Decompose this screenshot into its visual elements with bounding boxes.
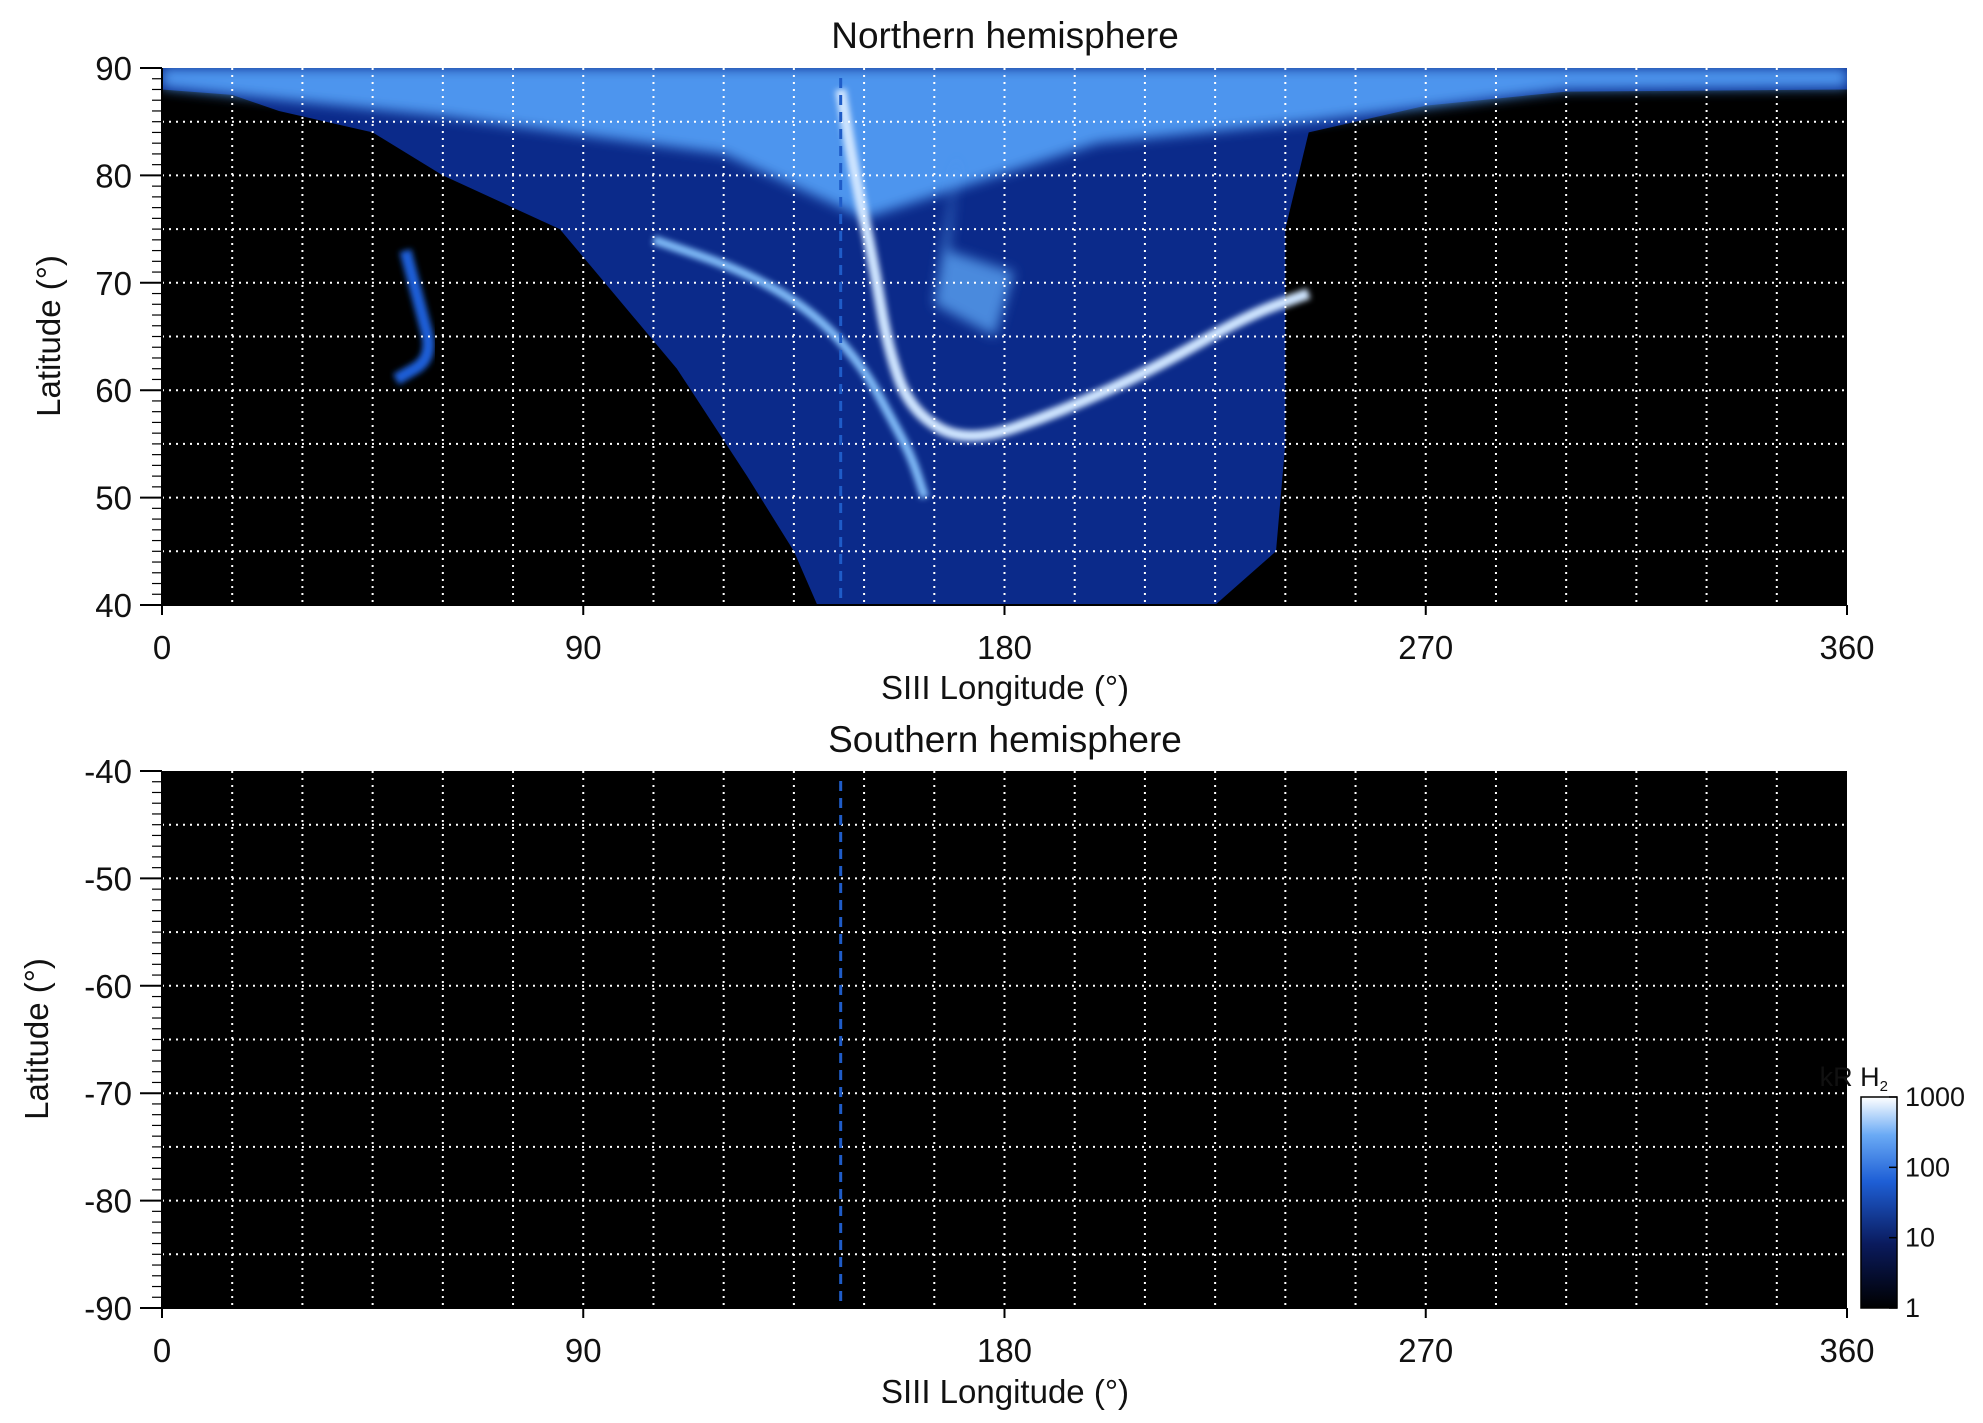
colorbar-label: kR H2 xyxy=(1820,1062,1888,1095)
x-tick-label: 180 xyxy=(977,629,1032,666)
x-tick-label: 270 xyxy=(1398,629,1453,666)
colorbar-tick-label: 10 xyxy=(1905,1223,1935,1253)
northern-xlabel: SIII Longitude (°) xyxy=(881,669,1129,706)
x-tick-label: 90 xyxy=(565,629,602,666)
northern-ylabel: Latitude (°) xyxy=(30,255,67,417)
northern-main-oval xyxy=(835,88,1311,442)
northern-polar-patches xyxy=(934,153,1014,337)
y-tick-label: -50 xyxy=(84,860,132,897)
colorbar-label-main: kR H xyxy=(1820,1062,1880,1092)
x-tick-label: 0 xyxy=(153,629,171,666)
y-tick-label: 70 xyxy=(95,265,132,302)
y-tick-label: 90 xyxy=(95,50,132,87)
x-tick-label: 90 xyxy=(565,1332,602,1369)
y-tick-label: -40 xyxy=(84,753,132,790)
southern-ylabel: Latitude (°) xyxy=(18,958,55,1120)
y-tick-label: -70 xyxy=(84,1075,132,1112)
southern-xlabel: SIII Longitude (°) xyxy=(881,1373,1129,1410)
northern-axes: 40 50 60 70 80 90 0 90 180 270 360 xyxy=(95,50,1874,666)
colorbar-tick-label: 1 xyxy=(1905,1293,1920,1323)
x-tick-label: 270 xyxy=(1398,1332,1453,1369)
colorbar-tick-label: 1000 xyxy=(1905,1082,1965,1112)
southern-title: Southern hemisphere xyxy=(828,719,1182,760)
x-tick-label: 360 xyxy=(1819,629,1874,666)
southern-grid xyxy=(162,771,1847,1308)
y-tick-label: -60 xyxy=(84,968,132,1005)
colorbar-gradient xyxy=(1860,1096,1898,1309)
y-tick-label: 80 xyxy=(95,157,132,194)
northern-polar-cap xyxy=(162,68,1847,219)
y-tick-label: 40 xyxy=(95,587,132,624)
northern-panel: Northern hemisphere 40 50 60 70 80 90 0 90 180 27… xyxy=(30,15,1875,706)
colorbar-ticks: 1 10 100 1000 xyxy=(1889,1082,1965,1323)
y-tick-label: 50 xyxy=(95,480,132,517)
colorbar: kR H2 1 10 100 1000 xyxy=(1820,1062,1965,1323)
southern-axes: -90 -80 -70 -60 -50 -40 0 90 180 270 360 xyxy=(84,753,1874,1369)
colorbar-label-subscript: 2 xyxy=(1880,1078,1888,1095)
southern-panel: Southern hemisphere -90 -80 -70 -60 -50 -40 0 9… xyxy=(18,719,1875,1410)
y-tick-label: -80 xyxy=(84,1183,132,1220)
x-tick-label: 180 xyxy=(977,1332,1032,1369)
x-tick-label: 360 xyxy=(1819,1332,1874,1369)
y-tick-label: 60 xyxy=(95,372,132,409)
northern-low-latitude-wisps xyxy=(393,249,435,385)
northern-title: Northern hemisphere xyxy=(831,15,1179,56)
x-tick-label: 0 xyxy=(153,1332,171,1369)
colorbar-tick-label: 100 xyxy=(1905,1152,1950,1182)
y-tick-label: -90 xyxy=(84,1290,132,1327)
northern-grid xyxy=(162,68,1847,605)
